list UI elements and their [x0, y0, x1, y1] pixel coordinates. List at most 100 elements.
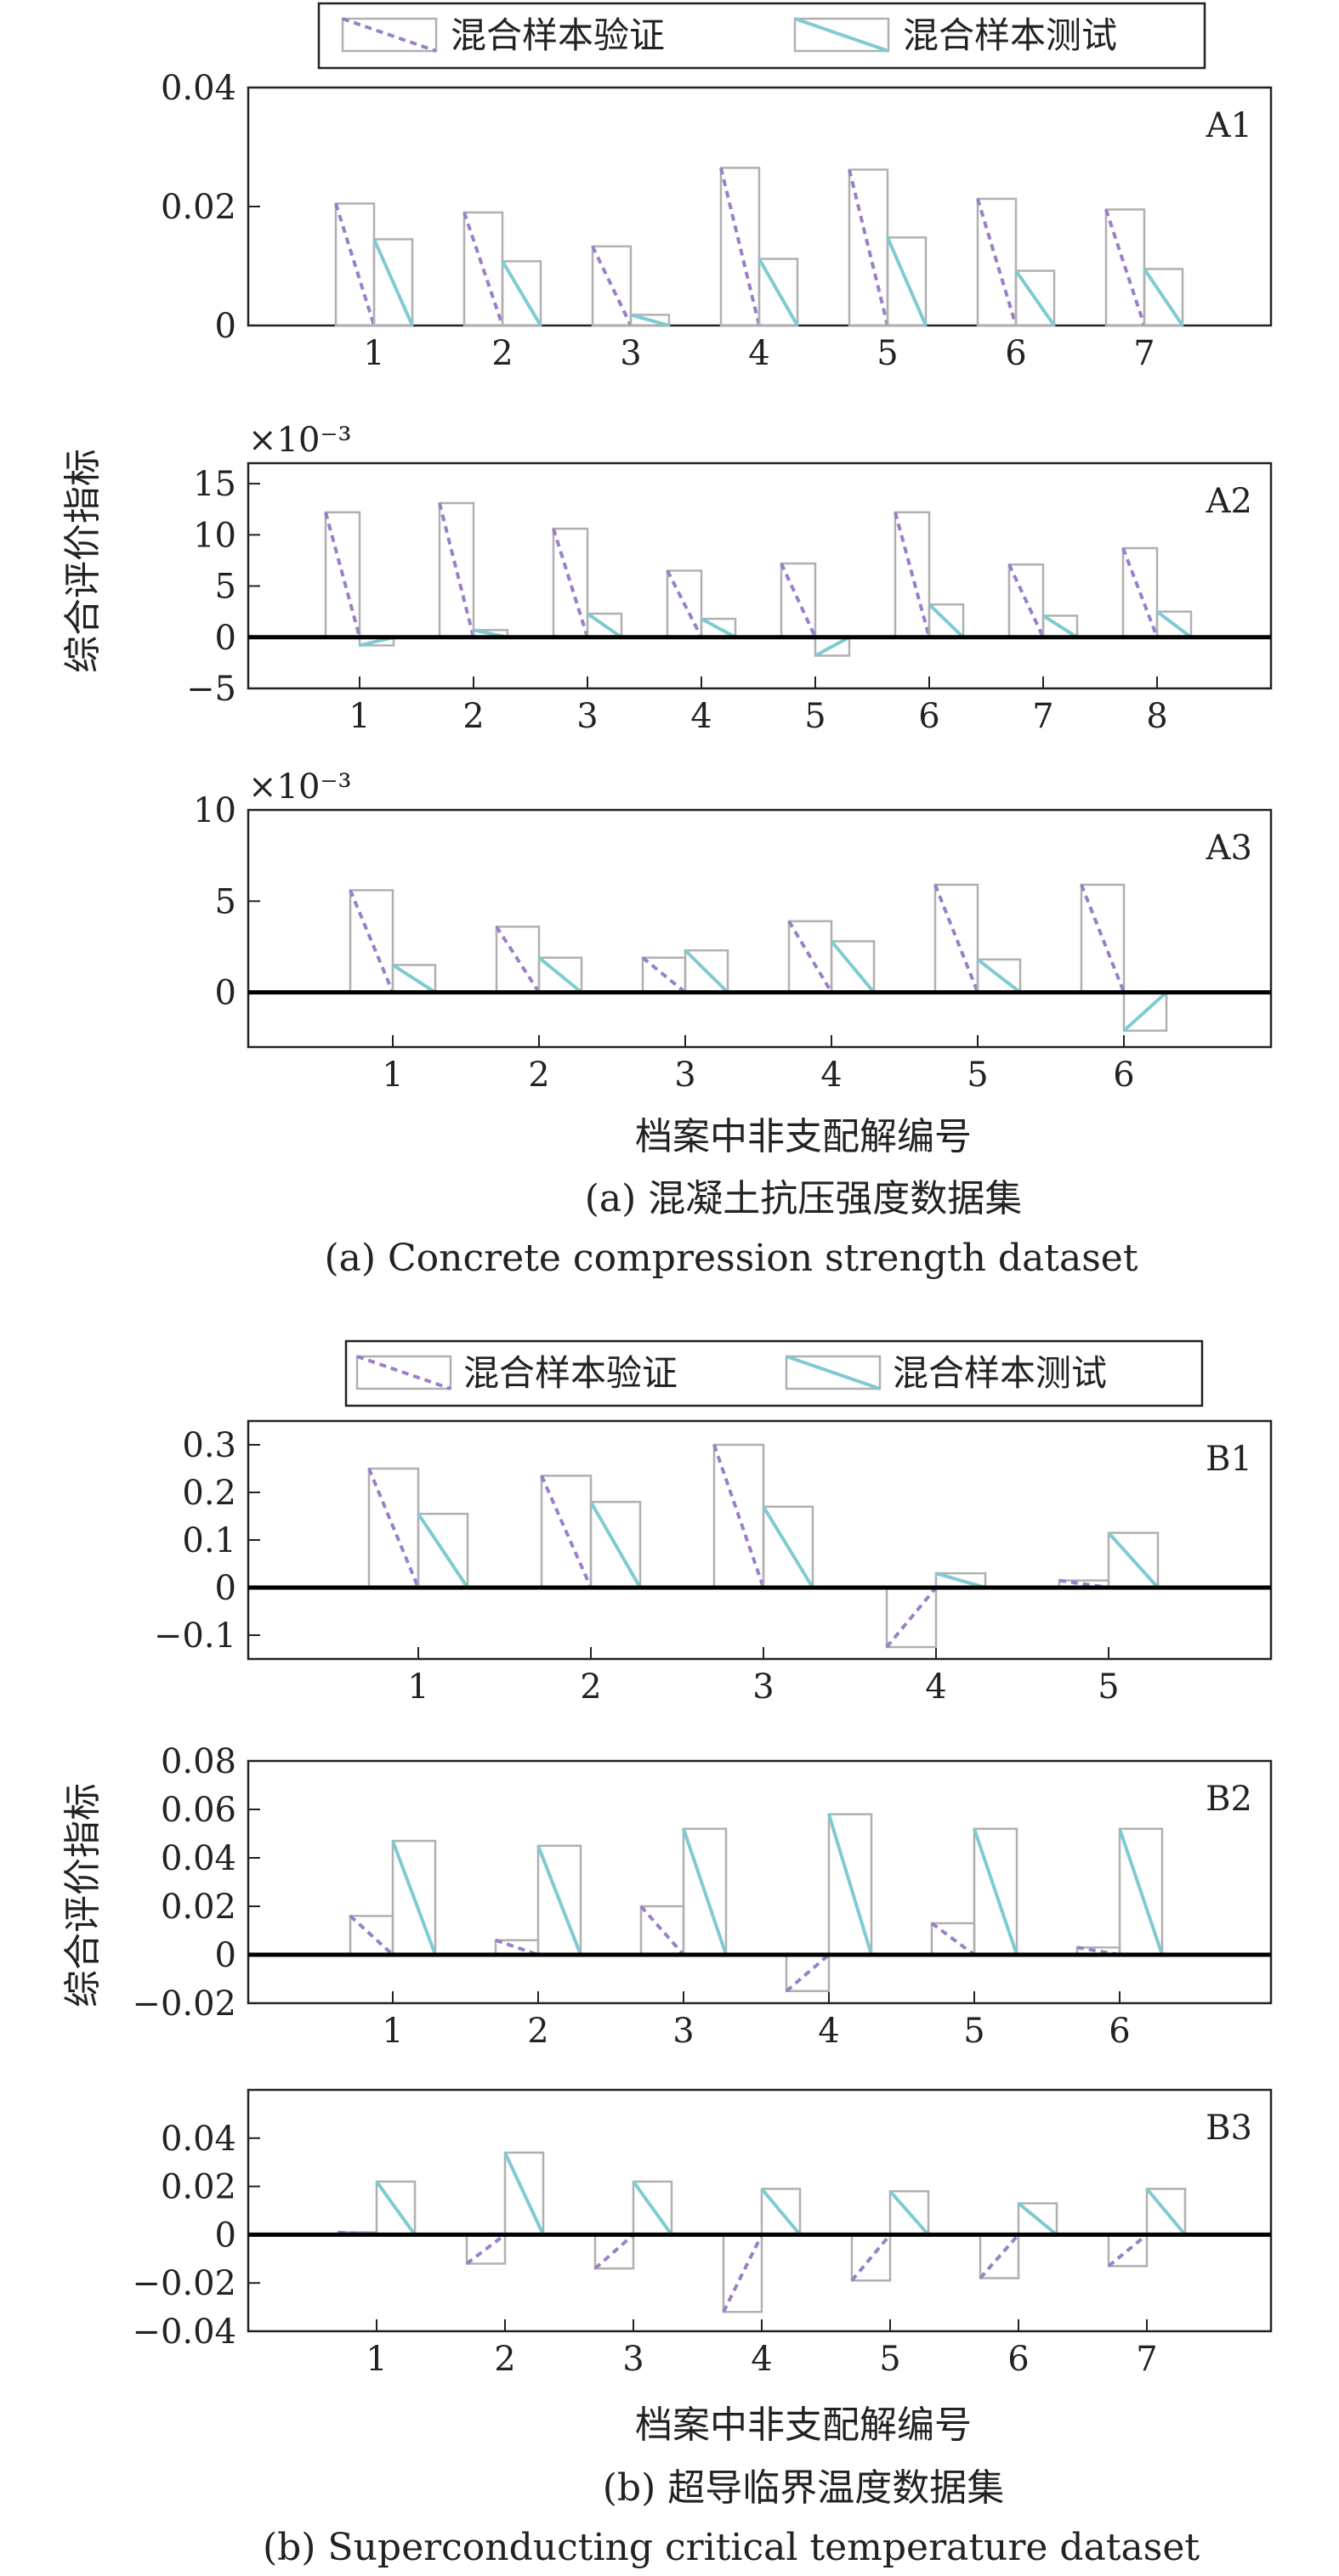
- y-tick-label: 0: [215, 974, 236, 1013]
- legend-b-validation-label: 混合样本验证: [463, 1352, 678, 1394]
- validation-diagonal: [1104, 208, 1146, 326]
- validation-diagonal: [712, 1444, 765, 1588]
- x-tick-label: 6: [1007, 2340, 1029, 2379]
- y-tick-label: 10: [193, 791, 236, 830]
- y-tick-label: 0.04: [161, 1839, 236, 1878]
- test-diagonal: [814, 636, 850, 658]
- panel-label: B3: [1206, 2109, 1252, 2148]
- validation-diagonal: [639, 1905, 685, 1956]
- xlabel-b: 档案中非支配解编号: [635, 2403, 972, 2447]
- validation-diagonal: [334, 202, 376, 326]
- validation-diagonal: [324, 512, 361, 638]
- legend-a-test-line: [794, 17, 889, 53]
- test-bar: [1143, 268, 1184, 327]
- panel-A3: 0 5 10 ×10⁻³ A3 1 2 3 4 5 6: [193, 767, 1273, 1095]
- y-tick-label: 0: [215, 2216, 236, 2255]
- validation-diagonal: [438, 502, 475, 638]
- x-tick-label: 1: [382, 1056, 403, 1095]
- panel-A2: −5 0 5 10 15 ×10⁻³ A2 1 2 3 4 5 6 7 8: [186, 421, 1273, 736]
- validation-diagonal: [894, 512, 931, 638]
- caption-b-en: (b) Superconducting critical temperature…: [263, 2526, 1200, 2569]
- x-tick-label: 4: [690, 697, 712, 736]
- y-tick-label: 5: [215, 568, 236, 607]
- test-diagonal: [976, 958, 1022, 994]
- validation-diagonal: [349, 889, 394, 994]
- validation-diagonal: [1007, 563, 1045, 638]
- y-tick-label: 0: [215, 1936, 236, 1975]
- x-tick-label: 5: [804, 697, 826, 736]
- validation-diagonal: [1107, 2233, 1149, 2267]
- panel-label: B1: [1206, 1440, 1252, 1479]
- x-tick-label: 2: [491, 334, 513, 373]
- test-diagonal: [830, 940, 876, 994]
- x-tick-label: 5: [877, 334, 898, 373]
- test-bar: [757, 258, 799, 327]
- validation-diagonal: [666, 569, 703, 638]
- test-diagonal: [1155, 610, 1193, 639]
- test-diagonal: [928, 603, 965, 639]
- test-diagonal: [391, 963, 437, 994]
- test-diagonal: [1122, 991, 1168, 1033]
- x-tick-label: 6: [1005, 334, 1026, 373]
- y-tick-label: 0.04: [161, 2120, 236, 2159]
- x-tick-label: 7: [1136, 2340, 1157, 2379]
- validation-diagonal: [495, 1939, 539, 1956]
- x-tick-label: 6: [1109, 2012, 1130, 2051]
- validation-diagonal: [1121, 547, 1159, 638]
- y-tick-label: 0: [215, 307, 236, 346]
- y-tick-label: 0.3: [182, 1426, 236, 1465]
- x-tick-label: 5: [879, 2340, 900, 2379]
- panel-B1: −0.1 0 0.1 0.2 0.3 B1 1 2 3 4 5: [154, 1419, 1273, 1707]
- test-diagonal: [886, 236, 928, 326]
- xlabel-a: 档案中非支配解编号: [635, 1115, 972, 1158]
- validation-diagonal: [1080, 884, 1126, 994]
- x-tick-label: 4: [820, 1056, 842, 1095]
- x-tick-label: 1: [349, 697, 370, 736]
- x-tick-label: 4: [818, 2012, 839, 2051]
- y-tick-label: 15: [193, 465, 236, 504]
- ylabel-a: 综合评价指标: [61, 449, 105, 673]
- panel-label: A2: [1206, 482, 1252, 521]
- test-diagonal: [537, 956, 583, 994]
- validation-diagonal: [719, 167, 761, 326]
- x-tick-label: 4: [925, 1667, 946, 1707]
- test-diagonal: [682, 1828, 728, 1956]
- legend-b-test-label: 混合样本测试: [893, 1352, 1107, 1394]
- test-diagonal: [935, 1571, 986, 1589]
- legend-a-test-label: 混合样本测试: [903, 14, 1117, 56]
- test-diagonal: [391, 1840, 437, 1956]
- validation-diagonal: [593, 2233, 635, 2270]
- y-tick-label: 0.04: [161, 69, 236, 108]
- validation-diagonal: [780, 563, 817, 638]
- test-diagonal: [701, 617, 736, 639]
- validation-diagonal: [349, 1914, 394, 1956]
- validation-diagonal: [785, 1953, 831, 1993]
- test-diagonal: [760, 2188, 802, 2236]
- legend-b-test-swatch: [785, 1355, 882, 1390]
- x-tick-label: 5: [967, 1056, 988, 1095]
- validation-diagonal: [552, 528, 589, 638]
- validation-diagonal: [591, 246, 633, 326]
- plot-frame: [247, 808, 1273, 1049]
- caption-a-en: (a) Concrete compression strength datase…: [324, 1237, 1138, 1280]
- plot-frame: [247, 2088, 1273, 2333]
- y-tick-label: 0.1: [182, 1521, 236, 1560]
- legend-a: 混合样本验证 混合样本测试: [317, 2, 1206, 70]
- x-tick-label: 3: [752, 1667, 774, 1707]
- validation-bar: [438, 501, 475, 639]
- validation-diagonal: [787, 920, 833, 994]
- validation-diagonal: [850, 2233, 892, 2282]
- x-tick-label: 2: [462, 697, 484, 736]
- ylabel-b: 综合评价指标: [61, 1783, 105, 2007]
- validation-diagonal: [540, 1475, 593, 1588]
- y-tick-label: −0.04: [132, 2313, 236, 2352]
- test-bar: [372, 238, 414, 327]
- test-bar: [501, 260, 542, 327]
- validation-bar: [976, 197, 1018, 327]
- y-tick-label: 0.08: [161, 1742, 236, 1781]
- validation-diagonal: [933, 884, 979, 994]
- test-diagonal: [630, 313, 670, 327]
- x-tick-label: 7: [1133, 334, 1155, 373]
- test-diagonal: [375, 2180, 417, 2236]
- x-tick-label: 1: [363, 334, 384, 373]
